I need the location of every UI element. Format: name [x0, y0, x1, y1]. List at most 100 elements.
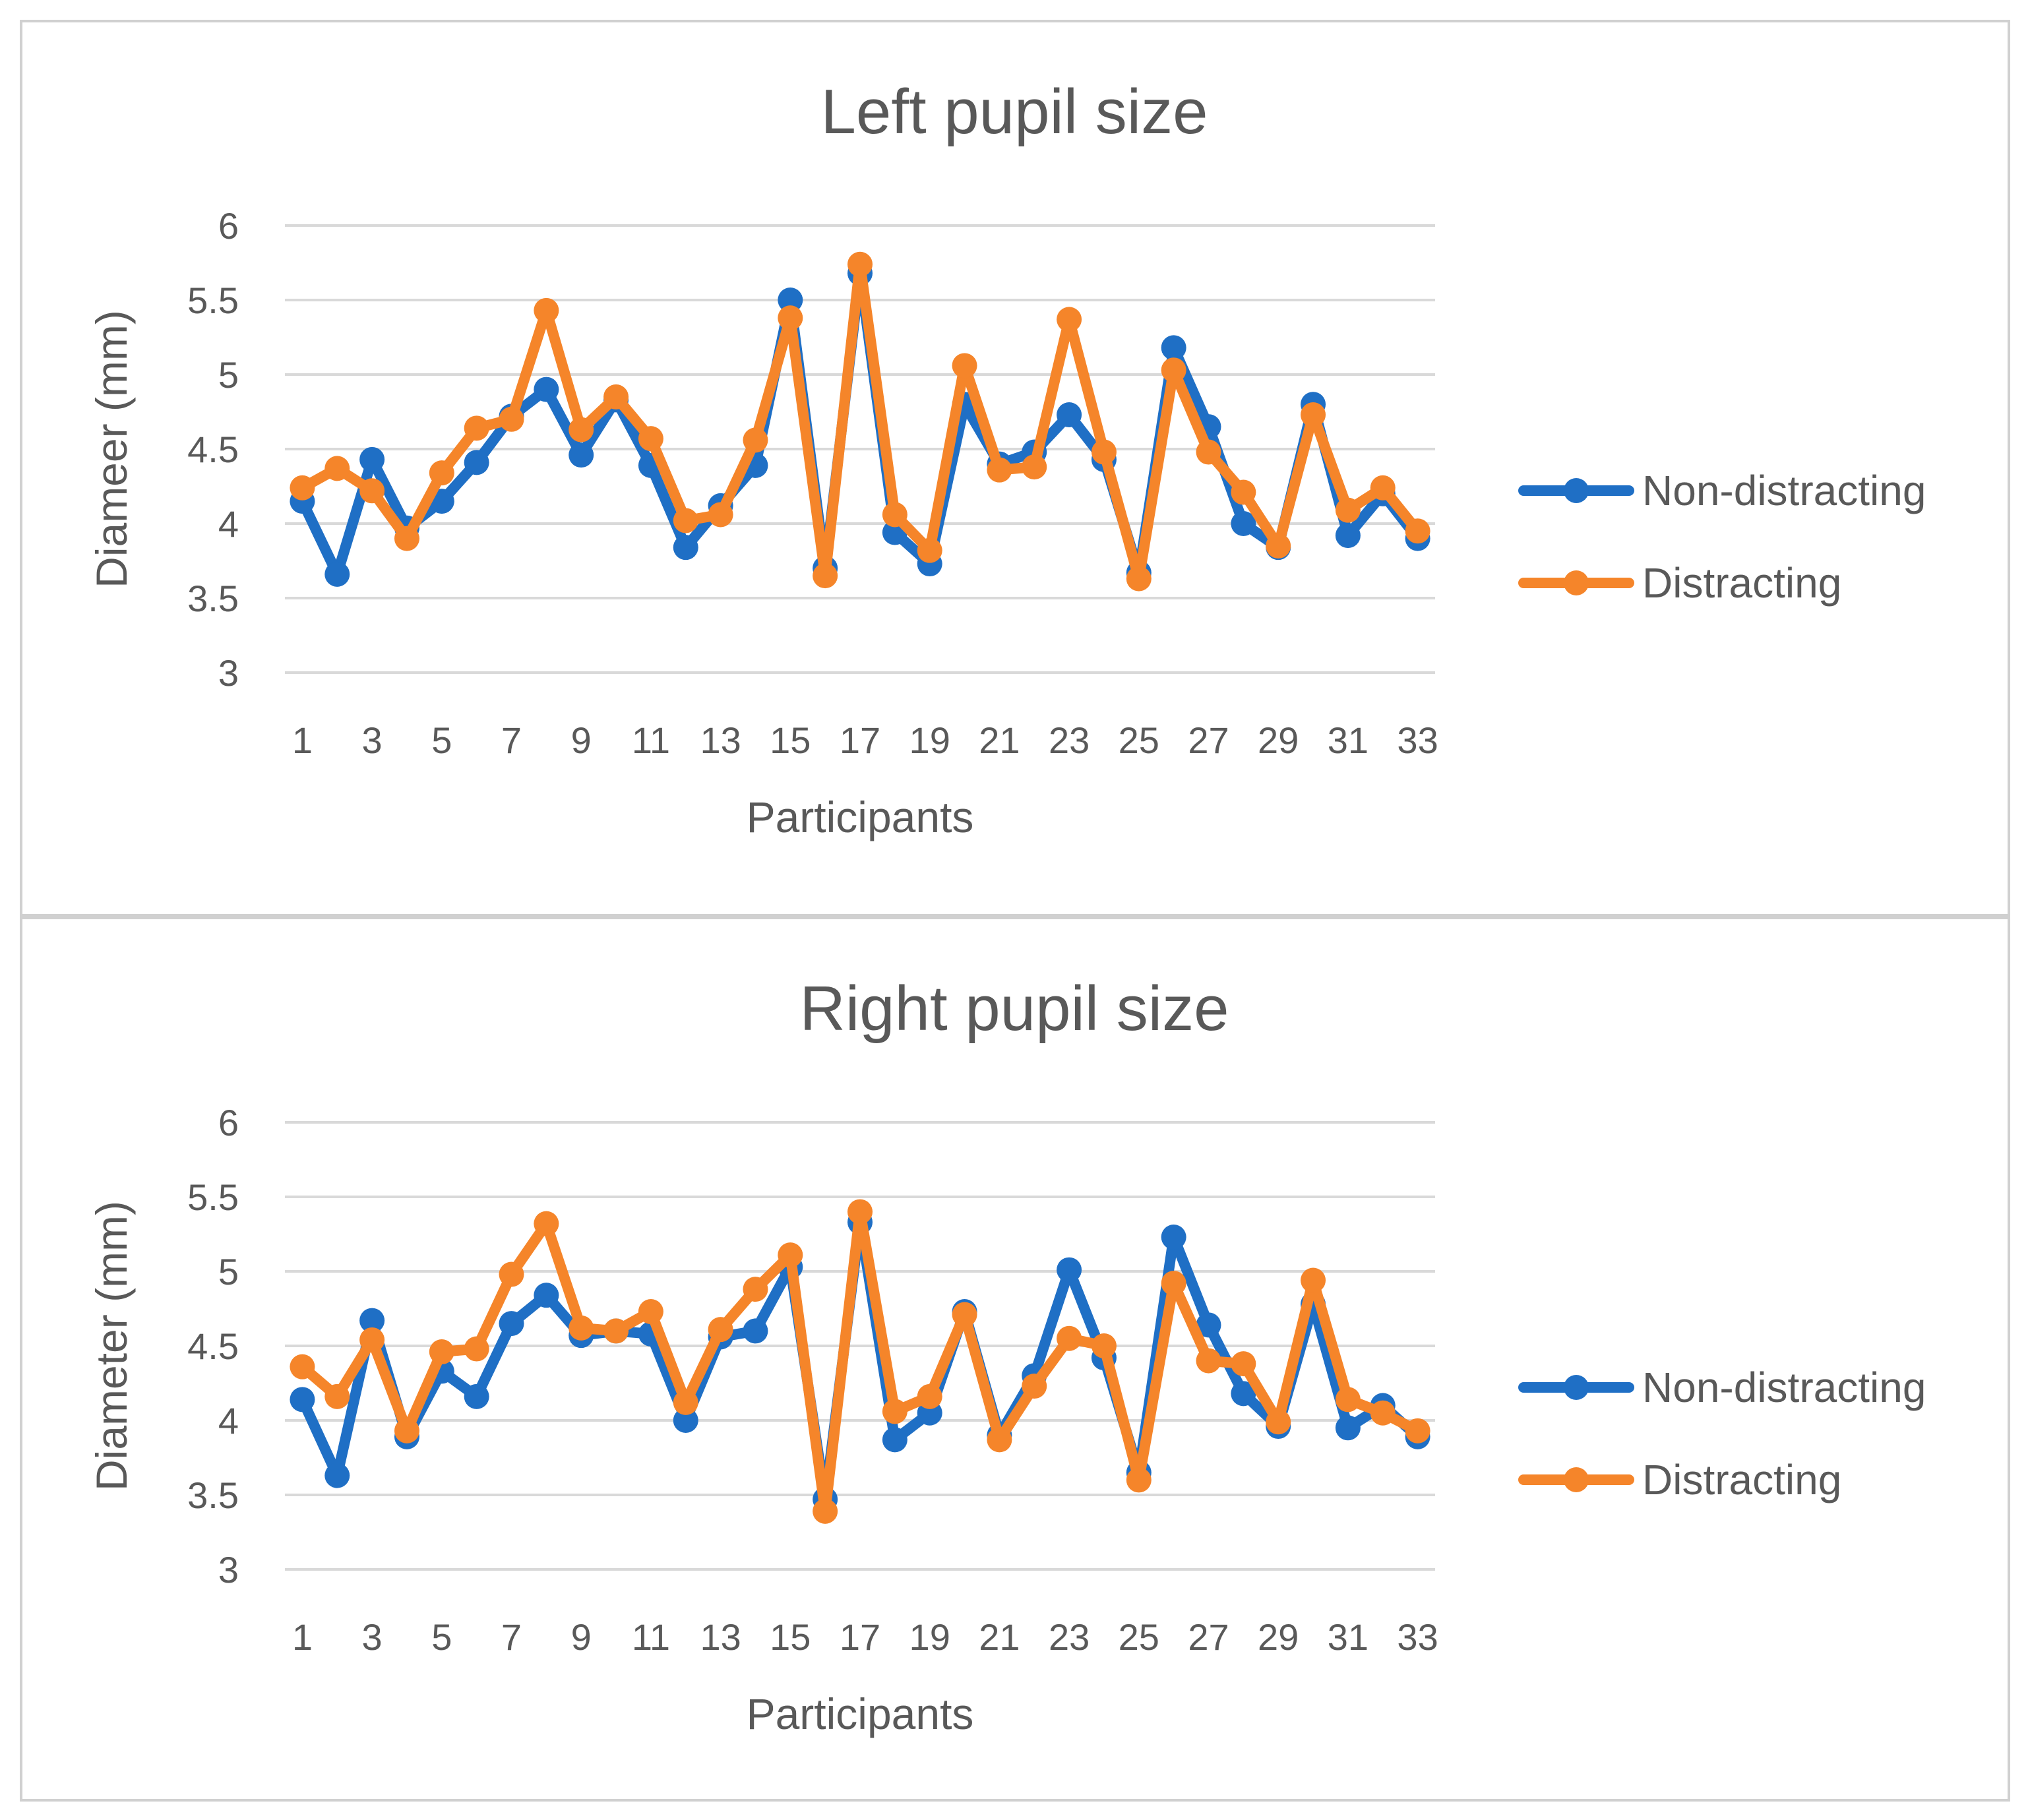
data-point [1231, 1351, 1256, 1377]
x-tick-label: 7 [501, 1616, 522, 1658]
x-tick-label: 29 [1258, 719, 1299, 761]
data-point [882, 502, 907, 528]
data-point [1335, 1387, 1361, 1412]
x-tick-label: 33 [1397, 719, 1438, 761]
data-point [987, 1427, 1012, 1453]
x-tick-label: 1 [292, 719, 313, 761]
x-tick-label: 11 [632, 719, 670, 761]
data-point [1126, 566, 1152, 592]
data-point [429, 460, 454, 486]
data-point [917, 537, 942, 563]
series-distracting [290, 1199, 1430, 1524]
legend-label: Non-distracting [1642, 1364, 1926, 1411]
data-point [464, 1336, 489, 1362]
data-point [882, 1427, 907, 1453]
y-tick-label: 3.5 [187, 578, 239, 619]
y-tick-label: 3 [218, 652, 239, 694]
data-point [359, 446, 385, 472]
x-tick-label: 13 [700, 1616, 741, 1658]
data-point [1266, 1409, 1291, 1435]
x-tick-label: 19 [909, 719, 950, 761]
data-point [324, 456, 350, 481]
chart-border [20, 917, 2010, 1802]
data-point [952, 1302, 977, 1327]
x-tick-label: 23 [1049, 719, 1090, 761]
data-point [429, 1339, 454, 1365]
data-point [1091, 439, 1117, 465]
data-point [464, 1383, 489, 1409]
y-tick-label: 5.5 [187, 280, 239, 321]
y-tick-label: 5.5 [187, 1176, 239, 1218]
data-point [1057, 402, 1082, 428]
data-point [1057, 1257, 1082, 1283]
x-tick-label: 33 [1397, 1616, 1438, 1658]
x-tick-label: 5 [431, 719, 452, 761]
x-tick-label: 3 [362, 719, 383, 761]
data-point [1370, 1400, 1396, 1426]
data-point [743, 1277, 768, 1302]
x-tick-label: 21 [979, 1616, 1020, 1658]
data-point [1335, 1415, 1361, 1441]
data-point [743, 427, 768, 453]
data-point [673, 1408, 698, 1433]
x-tick-label: 27 [1188, 719, 1229, 761]
x-tick-label: 23 [1049, 1616, 1090, 1658]
x-axis-label: Participants [747, 1689, 974, 1738]
data-point [1196, 1348, 1221, 1374]
x-tick-label: 7 [501, 719, 522, 761]
y-tick-label: 6 [218, 205, 239, 247]
data-point [359, 1327, 385, 1352]
data-point [569, 442, 594, 468]
data-point [534, 1211, 559, 1236]
data-point [1161, 335, 1186, 361]
data-point [324, 561, 350, 587]
legend-label: Distracting [1642, 1456, 1841, 1503]
x-tick-label: 9 [571, 1616, 592, 1658]
x-tick-label: 19 [909, 1616, 950, 1658]
data-point [569, 417, 594, 442]
data-point [1057, 307, 1082, 332]
y-tick-label: 5 [218, 1251, 239, 1292]
data-point [534, 297, 559, 323]
data-point [1022, 1374, 1047, 1399]
data-point [324, 1383, 350, 1409]
data-point [1301, 402, 1326, 428]
x-tick-label: 11 [632, 1616, 670, 1658]
y-axis-label: Diameter (mm) [87, 1201, 136, 1491]
x-tick-label: 15 [770, 1616, 811, 1658]
data-point [1335, 523, 1361, 549]
data-point [499, 1311, 524, 1337]
data-point [290, 475, 315, 501]
data-point [1370, 475, 1396, 501]
data-point [464, 450, 489, 475]
x-tick-label: 25 [1119, 719, 1159, 761]
data-point [673, 535, 698, 561]
y-tick-label: 4 [218, 1400, 239, 1441]
x-tick-label: 9 [571, 719, 592, 761]
data-point [1161, 357, 1186, 383]
data-point [952, 353, 977, 379]
y-axis-label: Diameer (mm) [87, 310, 136, 588]
data-point [603, 384, 629, 410]
data-point [917, 1383, 942, 1409]
data-point [290, 1387, 315, 1412]
data-point [534, 377, 559, 402]
x-tick-label: 15 [770, 719, 811, 761]
legend-marker [1564, 1375, 1589, 1400]
data-point [1126, 1467, 1152, 1493]
data-point [394, 526, 419, 551]
data-point [673, 1389, 698, 1415]
x-tick-label: 1 [292, 1616, 313, 1658]
data-point [638, 426, 663, 452]
data-point [1057, 1325, 1082, 1351]
data-point [638, 1299, 663, 1325]
data-point [499, 1261, 524, 1287]
data-point [1196, 1312, 1221, 1338]
data-point [882, 1399, 907, 1424]
x-tick-label: 27 [1188, 1616, 1229, 1658]
data-point [534, 1283, 559, 1308]
data-point [1231, 479, 1256, 505]
x-tick-label: 31 [1328, 719, 1369, 761]
